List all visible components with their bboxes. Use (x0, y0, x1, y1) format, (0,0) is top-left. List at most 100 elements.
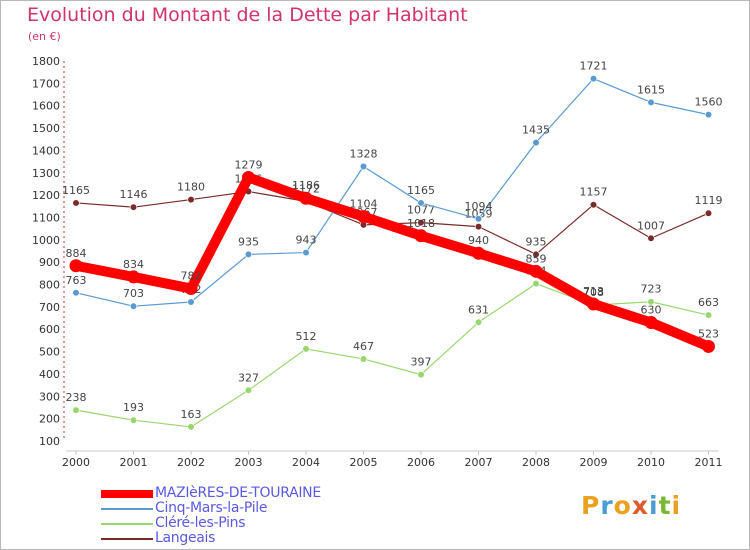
data-point (702, 339, 715, 353)
x-tick-label: 2002 (177, 456, 205, 469)
chart-title: Evolution du Montant de la Dette par Hab… (27, 4, 468, 26)
data-point (357, 210, 370, 224)
y-tick-label: 400 (39, 368, 60, 381)
y-tick-label: 200 (39, 413, 60, 426)
data-point (647, 98, 655, 106)
data-label: 943 (296, 234, 317, 247)
y-tick-label: 900 (39, 256, 60, 269)
data-point (129, 416, 138, 424)
data-point (644, 316, 658, 330)
y-tick-label: 700 (39, 301, 60, 314)
data-point (302, 345, 310, 353)
data-label: 940 (468, 234, 489, 247)
x-tick-label: 2006 (407, 456, 435, 469)
data-point (299, 191, 313, 205)
x-tick-label: 2003 (235, 456, 263, 469)
x-tick-label: 2004 (292, 456, 320, 469)
data-label: 238 (66, 391, 87, 404)
data-point (127, 270, 140, 284)
legend-swatch (101, 508, 153, 510)
y-tick-label: 800 (39, 279, 60, 292)
data-label: 763 (66, 274, 87, 287)
x-tick-label: 2007 (465, 456, 493, 469)
data-label: 1615 (637, 83, 665, 96)
y-tick-label: 1400 (32, 144, 60, 157)
data-label: 1018 (407, 217, 435, 230)
data-point (532, 138, 540, 147)
data-label: 1279 (235, 158, 263, 171)
legend-label: MAZIèRES-DE-TOURAINE (155, 485, 321, 501)
data-label: 1077 (407, 204, 435, 217)
data-label: 1119 (695, 194, 723, 207)
data-label: 1146 (120, 188, 148, 201)
data-point (529, 264, 543, 278)
data-point (417, 219, 425, 227)
data-point (474, 318, 483, 326)
data-label: 467 (353, 340, 374, 353)
data-label: 327 (238, 371, 259, 384)
y-tick-label: 600 (39, 323, 60, 336)
data-point (184, 282, 198, 296)
data-label: 859 (526, 252, 547, 265)
series-line (75, 283, 710, 428)
data-label: 1007 (637, 219, 665, 232)
data-point (417, 371, 425, 379)
data-label: 703 (123, 287, 144, 300)
logo-letter: P (581, 491, 601, 520)
data-point (72, 289, 80, 297)
data-point (472, 246, 485, 260)
data-label: 1165 (407, 184, 435, 197)
data-label: 1094 (465, 200, 493, 213)
y-tick-label: 1700 (32, 77, 60, 90)
data-point (359, 355, 368, 363)
data-point (532, 280, 540, 288)
data-point (704, 209, 713, 217)
y-tick-label: 1100 (32, 211, 60, 224)
data-label: 723 (641, 283, 662, 296)
x-tick-label: 2009 (580, 456, 608, 469)
data-point (244, 386, 253, 394)
y-tick-label: 1000 (32, 234, 60, 247)
data-point (532, 250, 540, 258)
data-point (587, 297, 600, 311)
legend-label: Cinq-Mars-la-Pile (155, 500, 268, 516)
data-label: 782 (181, 270, 202, 283)
unit-label: (en €) (28, 30, 61, 43)
data-label: 193 (123, 401, 144, 414)
x-tick-label: 2005 (350, 456, 378, 469)
x-tick-label: 2010 (637, 456, 665, 469)
series-line (75, 78, 710, 307)
y-tick-label: 1600 (32, 100, 60, 113)
y-tick-label: 1300 (32, 167, 60, 180)
data-point (647, 234, 655, 242)
data-label: 631 (468, 303, 489, 316)
legend-swatch (101, 538, 153, 540)
data-point (72, 406, 80, 414)
data-label: 713 (583, 285, 604, 298)
data-label: 1328 (350, 148, 378, 161)
data-point (474, 223, 483, 231)
data-point (704, 311, 713, 319)
y-tick-label: 1800 (32, 55, 60, 68)
y-tick-label: 1500 (32, 122, 60, 135)
data-point (244, 250, 253, 258)
data-label: 884 (66, 247, 87, 260)
y-tick-label: 100 (39, 435, 60, 448)
data-point (647, 298, 655, 306)
data-point (187, 298, 195, 306)
data-label: 1721 (580, 60, 608, 73)
logo-letter: x (631, 491, 649, 520)
legend-swatch (101, 523, 153, 525)
data-point (589, 201, 598, 209)
legend-label: Cléré-les-Pins (155, 515, 246, 531)
data-label: 935 (526, 235, 547, 248)
data-point (129, 302, 138, 310)
data-point (417, 199, 425, 207)
data-label: 397 (411, 356, 432, 369)
data-point (242, 170, 255, 184)
data-label: 523 (698, 327, 719, 340)
logo-letter: i (671, 491, 682, 520)
data-label: 834 (123, 258, 144, 271)
data-label: 1186 (292, 179, 320, 192)
